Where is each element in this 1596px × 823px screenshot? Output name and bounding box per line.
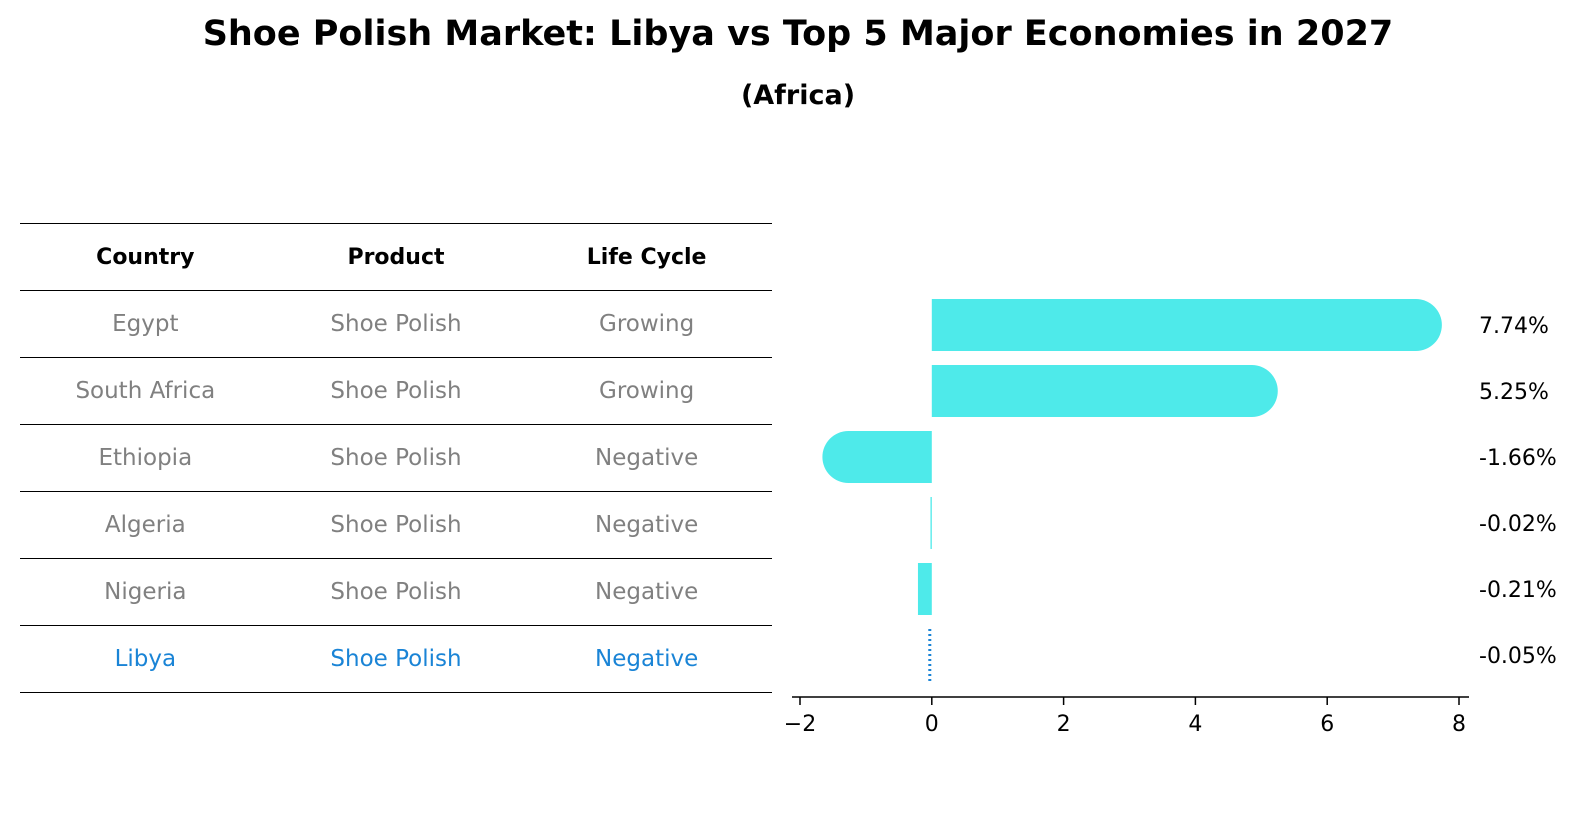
- data-table: Country Product Life Cycle Egypt Shoe Po…: [20, 223, 772, 693]
- cell-product: Shoe Polish: [330, 378, 462, 404]
- header-country: Country: [96, 244, 195, 270]
- cell-life-cycle: Negative: [595, 445, 699, 471]
- cell-life-cycle: Negative: [595, 646, 699, 672]
- x-tick-label: 0: [925, 712, 939, 737]
- data-label: -0.05%: [1479, 644, 1557, 669]
- cell-country: Nigeria: [104, 579, 187, 605]
- x-tick-label: 8: [1452, 712, 1466, 737]
- cell-product: Shoe Polish: [330, 512, 462, 538]
- cell-country: South Africa: [75, 378, 216, 404]
- table-header-row: Country Product Life Cycle: [20, 223, 772, 290]
- x-tick-label: 4: [1188, 712, 1202, 737]
- bar-egypt: [931, 299, 1442, 351]
- data-label: 5.25%: [1479, 380, 1549, 405]
- cell-life-cycle: Negative: [595, 579, 699, 605]
- cell-life-cycle: Negative: [595, 512, 699, 538]
- x-tick-label: −2: [784, 712, 816, 737]
- cell-product: Shoe Polish: [330, 311, 462, 337]
- bar-nigeria: [917, 563, 932, 615]
- table-row: Nigeria Shoe Polish Negative: [20, 558, 772, 625]
- cell-country: Ethiopia: [98, 445, 193, 471]
- table-row: South Africa Shoe Polish Growing: [20, 357, 772, 424]
- data-label: -0.21%: [1479, 578, 1557, 603]
- chart-subtitle: (Africa): [740, 80, 856, 111]
- table-row-highlighted: Libya Shoe Polish Negative: [20, 625, 772, 693]
- cell-product: Shoe Polish: [330, 445, 462, 471]
- data-label: -1.66%: [1479, 446, 1557, 471]
- x-tick-label: 2: [1057, 712, 1071, 737]
- cell-life-cycle: Growing: [599, 311, 695, 337]
- data-label: -0.02%: [1479, 512, 1557, 537]
- header-product: Product: [347, 244, 445, 270]
- table-row: Ethiopia Shoe Polish Negative: [20, 424, 772, 491]
- bar-ethiopia: [822, 431, 932, 483]
- cell-product: Shoe Polish: [330, 646, 462, 672]
- cell-life-cycle: Growing: [599, 378, 695, 404]
- bar-south-africa: [931, 365, 1278, 417]
- table-row: Egypt Shoe Polish Growing: [20, 290, 772, 357]
- cell-country: Libya: [114, 646, 177, 672]
- table-row: Algeria Shoe Polish Negative: [20, 491, 772, 558]
- x-tick-label: 6: [1320, 712, 1334, 737]
- bar-algeria: [930, 497, 932, 549]
- header-life-cycle: Life Cycle: [586, 244, 707, 270]
- cell-product: Shoe Polish: [330, 579, 462, 605]
- cell-country: Algeria: [104, 512, 186, 538]
- cell-country: Egypt: [112, 311, 179, 337]
- chart-title: Shoe Polish Market: Libya vs Top 5 Major…: [202, 14, 1394, 54]
- data-label: 7.74%: [1479, 314, 1549, 339]
